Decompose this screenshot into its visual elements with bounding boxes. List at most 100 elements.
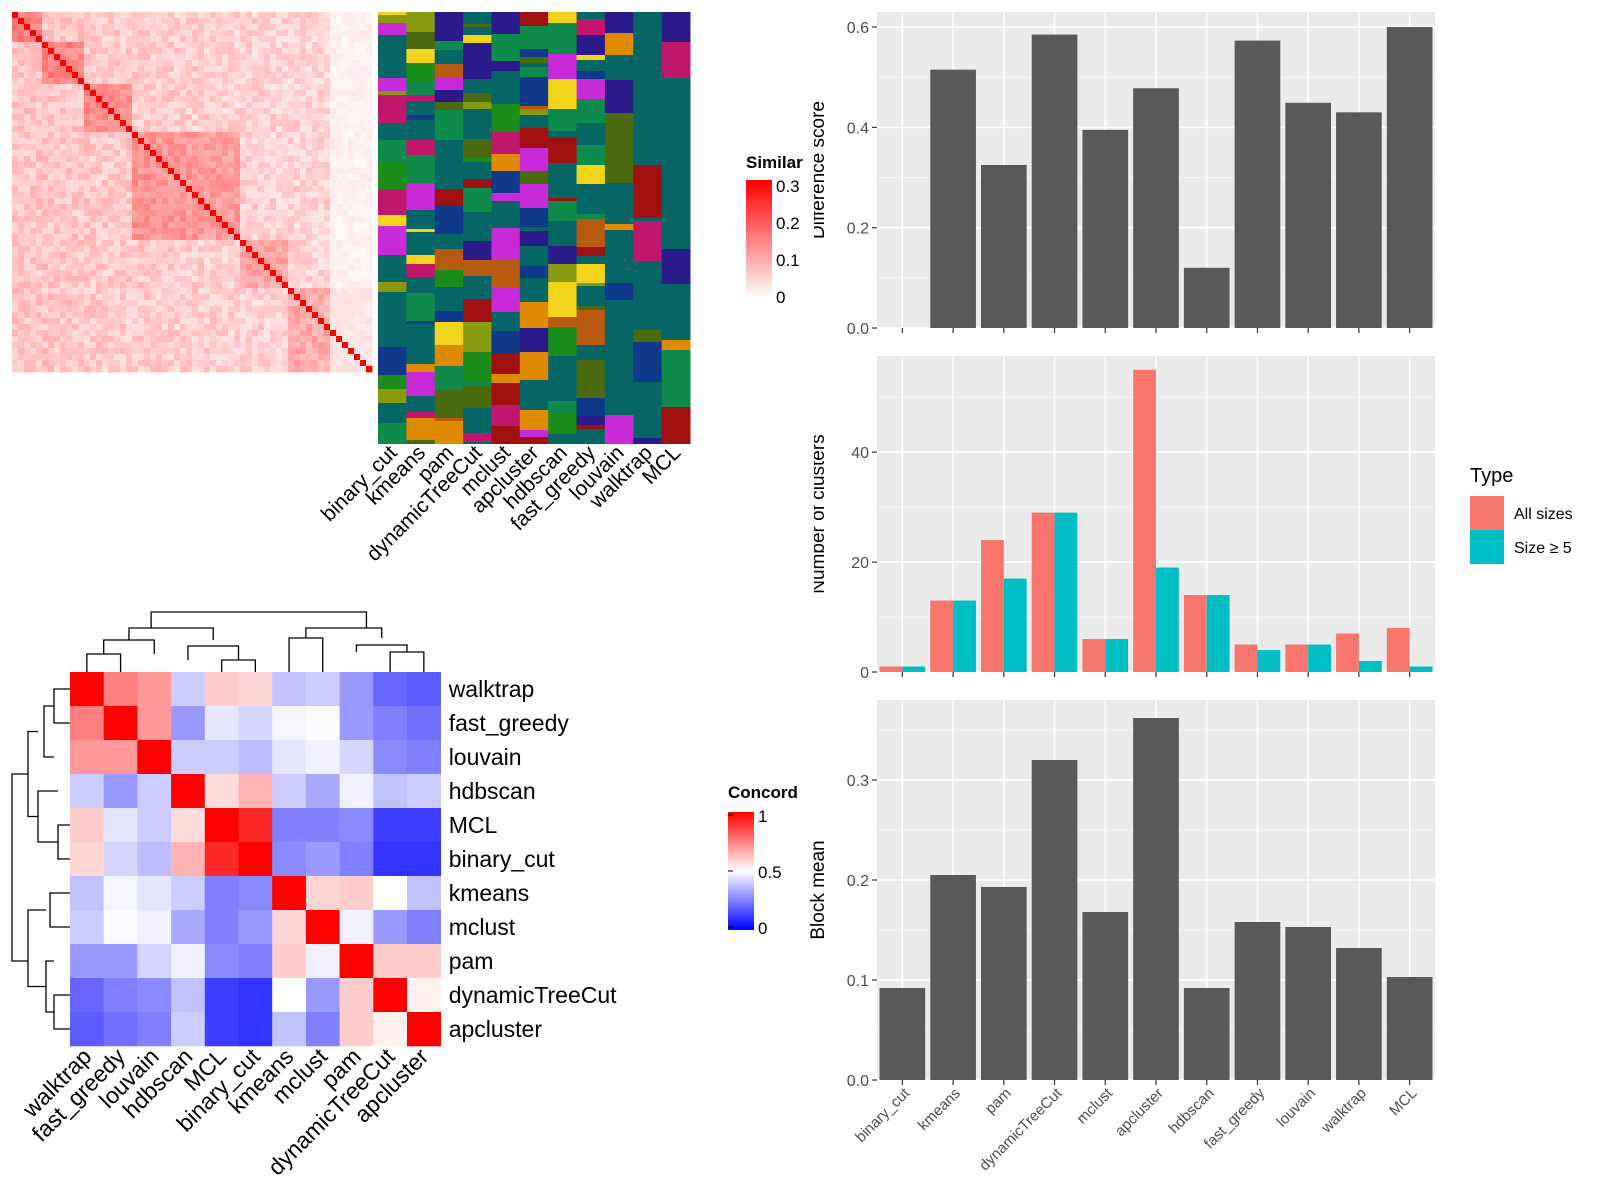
- similarity-cell: [318, 276, 325, 283]
- similarity-cell: [360, 60, 367, 67]
- similarity-cell: [180, 324, 187, 331]
- similarity-cell: [330, 132, 337, 139]
- similarity-cell: [198, 276, 205, 283]
- similarity-cell: [66, 282, 73, 289]
- similarity-cell: [114, 138, 121, 145]
- similarity-cell: [264, 282, 271, 289]
- similarity-cell: [276, 360, 283, 367]
- similarity-cell: [90, 114, 97, 121]
- similarity-cell: [186, 276, 193, 283]
- similarity-cell: [306, 276, 313, 283]
- similarity-cell: [204, 78, 211, 85]
- similarity-cell: [126, 228, 133, 235]
- similarity-cell: [240, 24, 247, 31]
- similarity-cell: [276, 174, 283, 181]
- similarity-cell: [30, 90, 37, 97]
- similarity-cell: [288, 270, 295, 277]
- similarity-cell: [288, 114, 295, 121]
- concordance-cell: [137, 740, 172, 775]
- similarity-cell: [288, 192, 295, 199]
- similarity-cell: [90, 312, 97, 319]
- similarity-cell: [12, 318, 19, 325]
- concordance-cell: [407, 910, 441, 945]
- similarity-cell: [228, 24, 235, 31]
- similarity-cell: [252, 150, 259, 157]
- similarity-cell: [324, 180, 331, 187]
- similarity-cell: [24, 216, 31, 223]
- similarity-cell: [240, 210, 247, 217]
- similarity-cell: [156, 150, 163, 157]
- similarity-cell: [48, 18, 55, 25]
- similarity-cell: [318, 360, 325, 367]
- similarity-cell: [78, 60, 85, 67]
- similarity-cell: [90, 150, 97, 157]
- similarity-cell: [360, 276, 367, 283]
- membership-cell: [491, 288, 521, 312]
- similarity-cell: [174, 36, 181, 43]
- similarity-cell: [180, 84, 187, 91]
- similarity-cell: [84, 78, 91, 85]
- concordance-cell: [238, 876, 273, 911]
- similarity-cell: [114, 30, 121, 37]
- similarity-cell: [342, 42, 349, 49]
- similarity-cell: [240, 216, 247, 223]
- similarity-cell: [180, 252, 187, 259]
- similarity-cell: [156, 24, 163, 31]
- similarity-cell: [90, 222, 97, 229]
- similarity-cell: [150, 198, 157, 205]
- similarity-cell: [96, 114, 103, 121]
- similarity-cell: [210, 312, 217, 319]
- similarity-cell: [78, 288, 85, 295]
- similarity-cell: [300, 90, 307, 97]
- similarity-cell: [96, 276, 103, 283]
- similarity-cell: [54, 156, 61, 163]
- similarity-cell: [360, 138, 367, 145]
- similarity-cell: [354, 156, 361, 163]
- similarity-cell: [246, 18, 253, 25]
- similarity-cell: [246, 150, 253, 157]
- similarity-cell: [78, 276, 85, 283]
- membership-cell: [548, 109, 578, 131]
- similarity-cell: [234, 144, 241, 151]
- similarity-cell: [330, 108, 337, 115]
- similarity-cell: [336, 366, 343, 373]
- similarity-cell: [306, 84, 313, 91]
- similarity-cell: [330, 138, 337, 145]
- similarity-cell: [294, 312, 301, 319]
- similarity-cell: [306, 78, 313, 85]
- similarity-cell: [66, 306, 73, 313]
- similarity-cell: [300, 318, 307, 325]
- similarity-cell: [114, 210, 121, 217]
- similarity-cell: [84, 252, 91, 259]
- concordance-cell: [204, 672, 239, 707]
- similarity-cell: [282, 240, 289, 247]
- similarity-cell: [276, 42, 283, 49]
- similarity-cell: [342, 174, 349, 181]
- similarity-cell: [66, 252, 73, 259]
- membership-cell: [378, 255, 407, 282]
- similarity-cell: [312, 348, 319, 355]
- similarity-cell: [360, 150, 367, 157]
- similarity-cell: [96, 300, 103, 307]
- similarity-cell: [360, 366, 367, 373]
- similarity-cell: [96, 240, 103, 247]
- similarity-cell: [294, 198, 301, 205]
- similarity-cell: [60, 258, 67, 265]
- similarity-cell: [24, 306, 31, 313]
- similarity-cell: [252, 162, 259, 169]
- similarity-cell: [270, 234, 277, 241]
- similarity-cell: [312, 54, 319, 61]
- similarity-cell: [228, 318, 235, 325]
- concordance-cell: [339, 774, 374, 809]
- similarity-cell: [234, 282, 241, 289]
- similarity-cell: [276, 12, 283, 19]
- similarity-cell: [18, 228, 25, 235]
- membership-cell: [576, 264, 606, 283]
- similarity-cell: [270, 342, 277, 349]
- similarity-cell: [270, 228, 277, 235]
- similarity-cell: [228, 288, 235, 295]
- similarity-cell: [204, 108, 211, 115]
- similarity-cell: [192, 324, 199, 331]
- similarity-cell: [222, 36, 229, 43]
- similarity-cell: [132, 324, 139, 331]
